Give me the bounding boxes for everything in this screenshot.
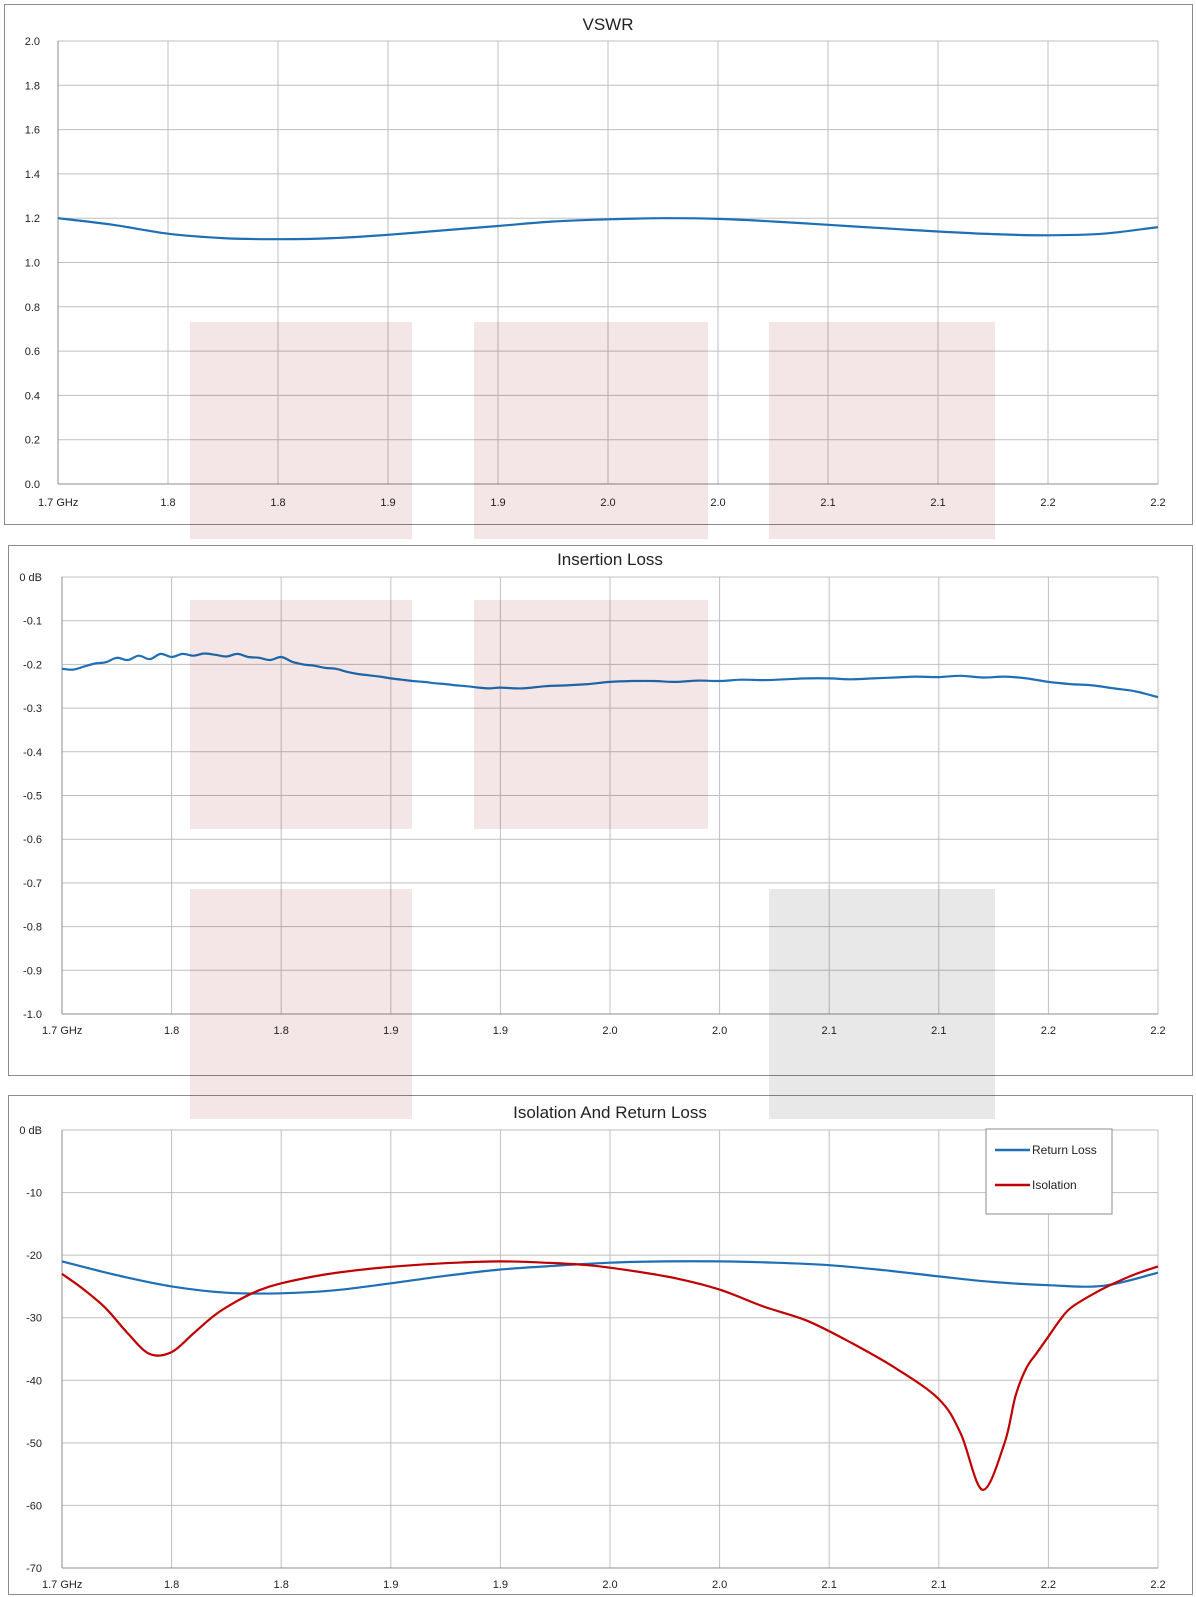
y-tick-label: -60 [26,1500,42,1512]
band-1 [190,322,412,539]
band-7 [769,889,995,1119]
vswr-series-line [57,217,1159,241]
band-2 [474,322,708,539]
y-tick-label: -0.1 [23,616,42,628]
y-tick-label: 0 dB [19,572,42,584]
y-tick-label: -0.3 [23,703,42,715]
y-tick-label: 1.0 [25,258,40,270]
x-tick-label: 1.8 [274,1579,289,1591]
x-tick-label: 1.7 GHz [42,1579,82,1591]
y-tick-label: 1.4 [25,169,40,181]
x-tick-label: 1.7 GHz [42,1025,82,1037]
y-tick-label: 0 dB [19,1125,42,1137]
y-tick-label: -0.9 [23,965,42,977]
isolation-return-loss-chart: -70 -60 -50 -40 -30 -20 -10 0 dB 1.7 GHz 1.8 1.8 1.… [19,1103,1165,1591]
chart-title: Isolation And Return Loss [513,1103,707,1122]
band-6 [190,889,412,1119]
x-tick-label: 2.0 [712,1579,727,1591]
x-tick-label: 2.0 [710,497,725,509]
x-tick-label: 1.7 GHz [38,497,78,509]
y-tick-label: 0.6 [25,346,40,358]
x-tick-label: 1.9 [493,1579,508,1591]
x-tick-label: 2.2 [1150,1579,1165,1591]
y-tick-label: -0.7 [23,878,42,890]
x-tick-label: 2.2 [1040,497,1055,509]
y-tick-label: -1.0 [23,1009,42,1021]
y-tick-label: -50 [26,1438,42,1450]
x-tick-label: 2.0 [602,1025,617,1037]
y-tick-label: -0.6 [23,834,42,846]
x-tick-label: 2.2 [1150,1025,1165,1037]
x-tick-label: 2.0 [602,1579,617,1591]
y-tick-label: -40 [26,1375,42,1387]
y-tick-label: -0.8 [23,922,42,934]
y-tick-label: -10 [26,1188,42,1200]
band-5 [474,600,708,829]
x-tick-label: 2.0 [712,1025,727,1037]
y-tick-label: 0.8 [25,302,40,314]
x-tick-label: 2.1 [931,1579,946,1591]
x-tick-label: 1.9 [493,1025,508,1037]
x-tick-label: 1.8 [160,497,175,509]
x-tick-label: 2.2 [1041,1025,1056,1037]
x-tick-label: 1.9 [383,1579,398,1591]
y-tick-label: 1.2 [25,213,40,225]
x-tick-label: 2.1 [822,1579,837,1591]
y-tick-label: -20 [26,1250,42,1262]
return-loss-series-line [61,1260,1159,1295]
isolation-series-line [61,1260,1159,1491]
legend-label: Isolation [1032,1178,1077,1192]
y-tick-label: 0.2 [25,435,40,447]
y-tick-label: -0.4 [23,747,42,759]
chart-title: VSWR [583,15,634,34]
y-tick-label: 1.8 [25,80,40,92]
band-highlights [190,322,995,1119]
y-tick-label: -0.5 [23,791,42,803]
y-tick-label: 1.6 [25,125,40,137]
y-tick-label: 0.0 [25,479,40,491]
legend: Return Loss Isolation [985,1128,1113,1215]
y-tick-label: 2.0 [25,36,40,48]
x-tick-label: 2.2 [1041,1579,1056,1591]
band-3 [769,322,995,539]
y-tick-label: -70 [26,1563,42,1575]
y-tick-label: 0.4 [25,390,40,402]
y-tick-label: -30 [26,1313,42,1325]
x-tick-label: 1.8 [164,1025,179,1037]
legend-box [985,1128,1113,1215]
chart-title: Insertion Loss [557,550,663,569]
y-tick-label: -0.2 [23,659,42,671]
x-tick-label: 2.2 [1150,497,1165,509]
legend-label: Return Loss [1032,1143,1097,1157]
x-tick-label: 1.8 [164,1579,179,1591]
band-4 [190,600,412,829]
